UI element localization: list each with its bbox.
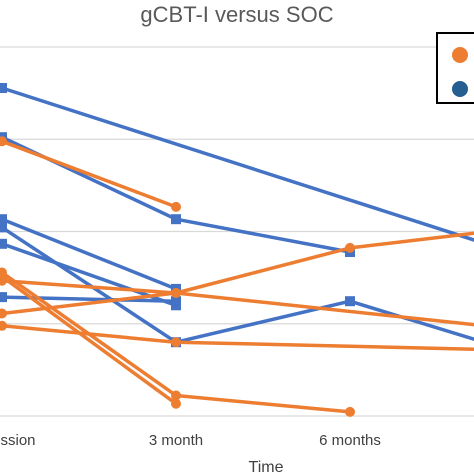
series-line	[1, 225, 474, 344]
data-point	[345, 406, 355, 417]
legend-marker	[452, 47, 468, 63]
x-axis-label: Time	[249, 459, 284, 474]
series-line	[0, 275, 178, 406]
data-point	[171, 337, 181, 348]
data-point	[171, 390, 181, 401]
legend	[436, 32, 474, 104]
series-line	[1, 217, 177, 291]
series-line	[1, 139, 177, 209]
data-point	[171, 214, 181, 225]
data-point	[0, 320, 7, 331]
series-layer	[0, 83, 474, 417]
data-point	[0, 308, 7, 319]
x-tick-label: ssion	[0, 432, 35, 449]
data-point	[171, 288, 181, 298]
data-point	[171, 201, 181, 212]
data-point	[345, 242, 355, 253]
legend-marker	[452, 81, 468, 97]
data-point	[171, 398, 181, 409]
x-tick-label: 3 month	[149, 432, 203, 449]
series-line	[1, 86, 474, 242]
data-point	[0, 292, 7, 303]
data-point	[0, 83, 7, 93]
series-8	[0, 231, 474, 319]
x-tick-label: 6 months	[319, 432, 381, 449]
data-point	[171, 296, 181, 307]
data-point	[0, 214, 7, 225]
data-point	[0, 222, 7, 233]
chart-title: gCBT-I versus SOC	[140, 2, 333, 27]
series-10	[0, 320, 474, 351]
data-point	[0, 136, 7, 147]
series-line	[1, 231, 474, 316]
series-7	[0, 136, 181, 212]
data-point	[345, 296, 355, 307]
series-line	[1, 135, 351, 254]
data-point	[0, 271, 7, 282]
x-tick-labels: ssion 3 month 6 months	[0, 432, 380, 449]
series-2	[0, 83, 474, 242]
series-12	[0, 271, 181, 409]
data-point	[0, 238, 7, 249]
